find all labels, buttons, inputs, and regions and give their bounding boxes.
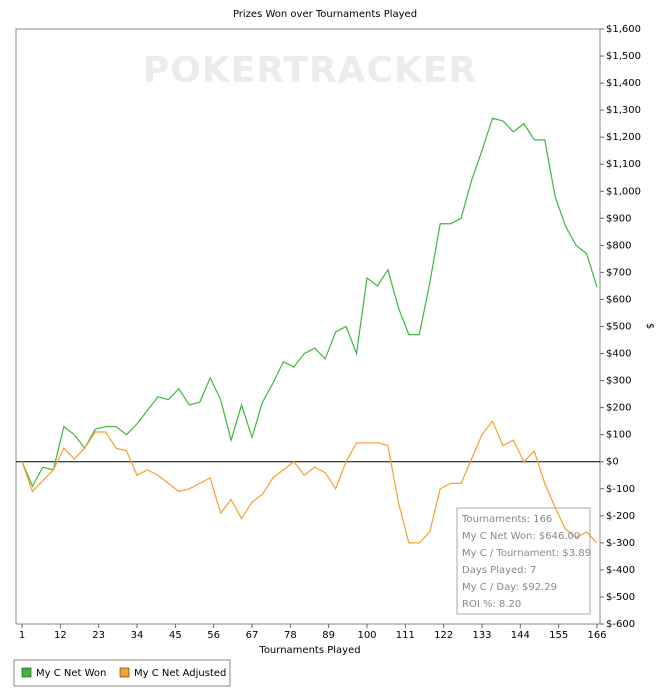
y-tick-label: $900 [606, 213, 631, 224]
y-tick-label: $-300 [606, 538, 635, 549]
x-tick-label: 111 [396, 630, 415, 641]
x-tick-label: 133 [472, 630, 491, 641]
legend-swatch [119, 667, 130, 678]
y-tick-label: $1,100 [606, 159, 641, 170]
x-tick-label: 122 [434, 630, 453, 641]
y-tick-label: $1,400 [606, 78, 641, 89]
y-tick-label: $200 [606, 403, 631, 414]
y-tick-label: $-100 [606, 484, 635, 495]
y-tick-label: $-400 [606, 565, 635, 576]
tooltip [456, 507, 591, 615]
x-tick-label: 155 [549, 630, 568, 641]
y-tick-label: $100 [606, 430, 631, 441]
y-tick-label: $600 [606, 294, 631, 305]
y-tick-label: $0 [606, 457, 619, 468]
y-tick-label: $700 [606, 267, 631, 278]
y-tick-label: $500 [606, 322, 631, 333]
y-tick-label: $-600 [606, 619, 635, 630]
y-axis-label: $ [644, 323, 655, 329]
y-tick-label: $1,600 [606, 24, 641, 35]
series-line [21, 419, 598, 544]
x-tick-label: 12 [54, 630, 67, 641]
y-tick-label: $1,300 [606, 105, 641, 116]
y-tick-label: $1,200 [606, 132, 641, 143]
y-tick-label: $300 [606, 376, 631, 387]
chart-title: Prizes Won over Tournaments Played [233, 9, 417, 20]
x-tick-label: 144 [511, 630, 530, 641]
x-tick-label: 100 [357, 630, 376, 641]
tooltip-line: Tournaments: 166 [461, 514, 552, 525]
x-tick-label: 23 [92, 630, 105, 641]
x-tick-label: 1 [19, 630, 25, 641]
legend-label: My C Net Won [36, 668, 106, 679]
y-tick-label: $1,500 [606, 51, 641, 62]
x-tick-label: 34 [131, 630, 144, 641]
legend-swatch [21, 667, 32, 678]
y-tick-label: $800 [606, 240, 631, 251]
y-tick-label: $-500 [606, 592, 635, 603]
legend-label: My C Net Adjusted [134, 668, 226, 679]
tooltip-line: My C / Day: $92.29 [462, 582, 557, 593]
legend [13, 659, 231, 687]
x-tick-label: 166 [587, 630, 606, 641]
x-tick-label: 78 [284, 630, 297, 641]
x-tick-label: 89 [322, 630, 335, 641]
y-tick-label: $1,000 [606, 186, 641, 197]
y-tick-label: $400 [606, 349, 631, 360]
tooltip-line: Days Played: 7 [462, 565, 536, 576]
x-tick-label: 67 [246, 630, 259, 641]
tooltip-line: My C Net Won: $646.00 [462, 531, 580, 542]
series-line [21, 117, 598, 488]
watermark: POKERTRACKER [143, 50, 477, 91]
x-tick-label: 45 [169, 630, 182, 641]
y-tick-label: $-200 [606, 511, 635, 522]
tooltip-line: ROI %: 8.20 [462, 599, 521, 610]
x-tick-label: 56 [207, 630, 220, 641]
tooltip-line: My C / Tournament: $3.89 [462, 548, 591, 559]
x-axis-label: Tournaments Played [258, 645, 360, 656]
